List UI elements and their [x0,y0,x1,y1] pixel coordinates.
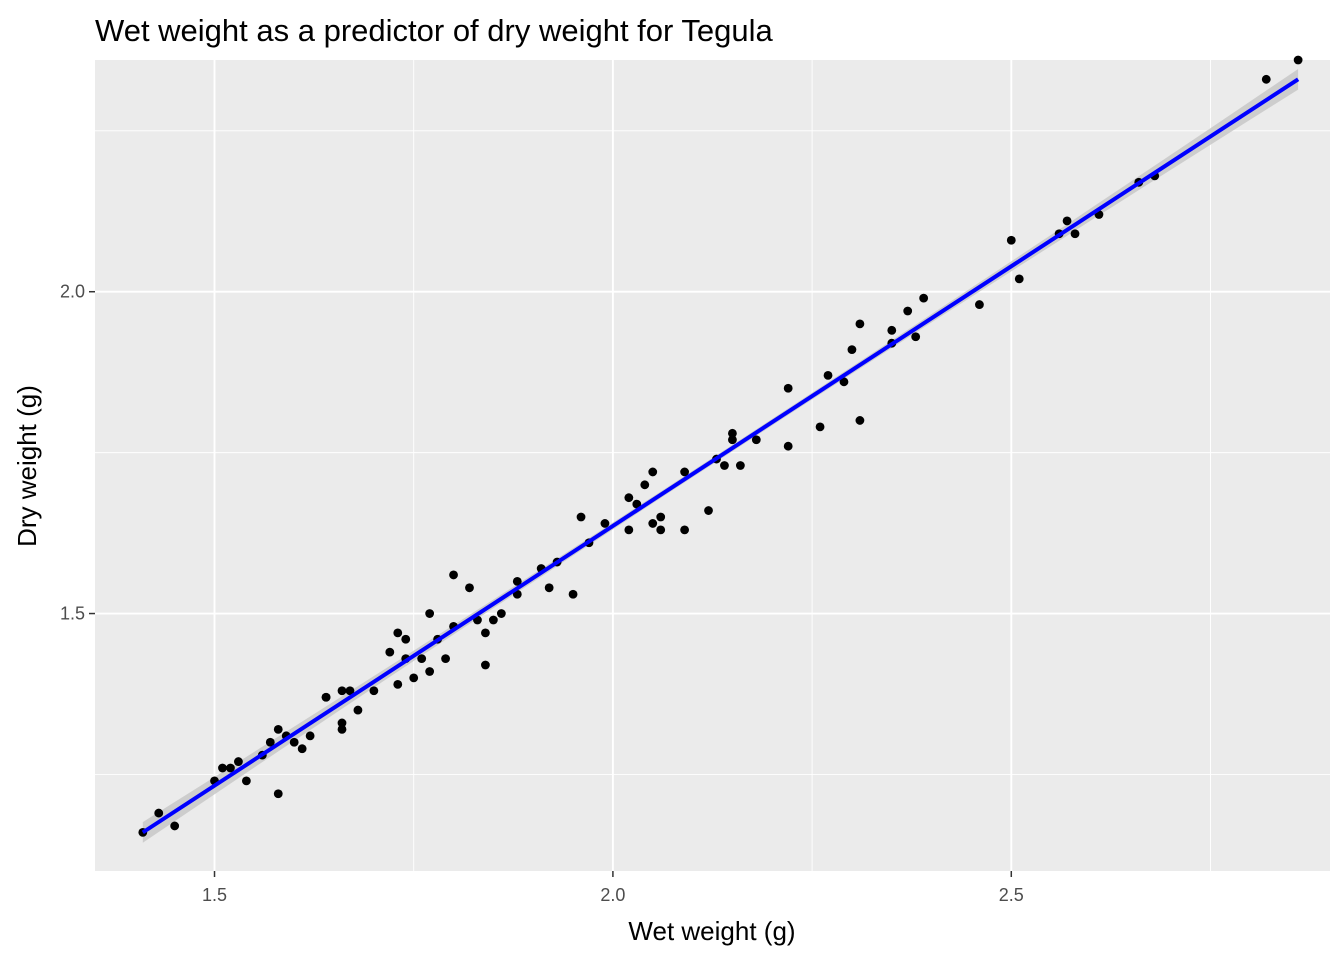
data-point [1293,55,1303,65]
data-point [911,332,921,342]
data-point [481,660,490,670]
data-point [919,293,929,303]
minor-gridlines [95,60,1330,871]
chart-title: Wet weight as a predictor of dry weight … [95,13,774,48]
data-point [640,480,650,490]
data-point [823,370,833,380]
fit-line-layer [141,77,1300,835]
data-point [226,763,235,773]
data-point [496,609,506,618]
data-point [449,570,458,580]
data-point [624,493,634,503]
data-point [887,325,897,335]
data-point [401,634,411,644]
data-point [704,506,713,515]
data-point [337,718,347,728]
data-point [273,789,283,799]
x-axis-title: Wet weight (g) [628,916,795,946]
data-point [297,744,307,754]
data-point [241,776,251,786]
data-point [345,686,355,696]
data-point [488,615,498,625]
data-point [337,724,347,734]
data-point [735,461,745,470]
data-point [393,628,403,638]
data-point [680,525,690,535]
regression-line [141,77,1300,835]
data-point [847,345,857,355]
data-point [481,628,490,638]
data-point [512,576,522,586]
data-point [648,519,658,528]
y-tick-label: 2.0 [60,282,85,302]
data-point [632,499,642,509]
y-axis-title: Dry weight (g) [12,385,42,547]
data-point [855,319,865,329]
data-point [1014,274,1024,284]
data-point [425,609,435,618]
data-point [265,737,275,747]
data-point [815,422,825,432]
data-point [568,589,578,599]
data-point [544,583,554,593]
data-point [783,383,793,393]
data-point [425,667,435,676]
data-point [656,525,666,535]
y-tick-label: 1.5 [60,604,85,624]
data-point [369,686,379,696]
data-point [855,416,865,425]
data-point [417,654,427,663]
data-point [624,525,634,535]
data-point [1070,229,1080,239]
data-point [648,467,658,477]
data-point [353,705,363,715]
data-point [1062,216,1072,226]
major-gridlines [95,60,1330,871]
x-tick-label: 2.5 [999,885,1024,905]
x-axis: 1.5 2.0 2.5 [202,871,1024,905]
data-point [337,686,347,696]
data-point [656,512,666,522]
data-point [1006,235,1016,245]
data-point [728,435,737,445]
data-point [409,673,419,683]
x-tick-label: 2.0 [600,885,625,905]
data-point [234,757,243,766]
data-point [441,654,450,663]
data-point [783,441,793,451]
data-point [728,428,737,438]
data-point [751,435,761,445]
data-point [680,467,690,477]
data-point [600,519,610,528]
y-axis: 1.5 2.0 [60,282,95,624]
data-point [465,583,474,593]
data-point [385,647,395,657]
data-point [903,306,913,316]
data-point [289,737,299,747]
data-point [1261,74,1271,84]
data-point [154,808,164,818]
data-point [218,763,227,773]
data-point [720,461,729,470]
data-point [273,724,283,734]
data-point [321,692,331,702]
data-point [393,679,403,689]
data-point [576,512,586,522]
data-point [839,377,849,387]
data-point [305,731,315,741]
data-point [975,300,984,309]
data-point [170,821,180,831]
x-tick-label: 1.5 [202,885,227,905]
